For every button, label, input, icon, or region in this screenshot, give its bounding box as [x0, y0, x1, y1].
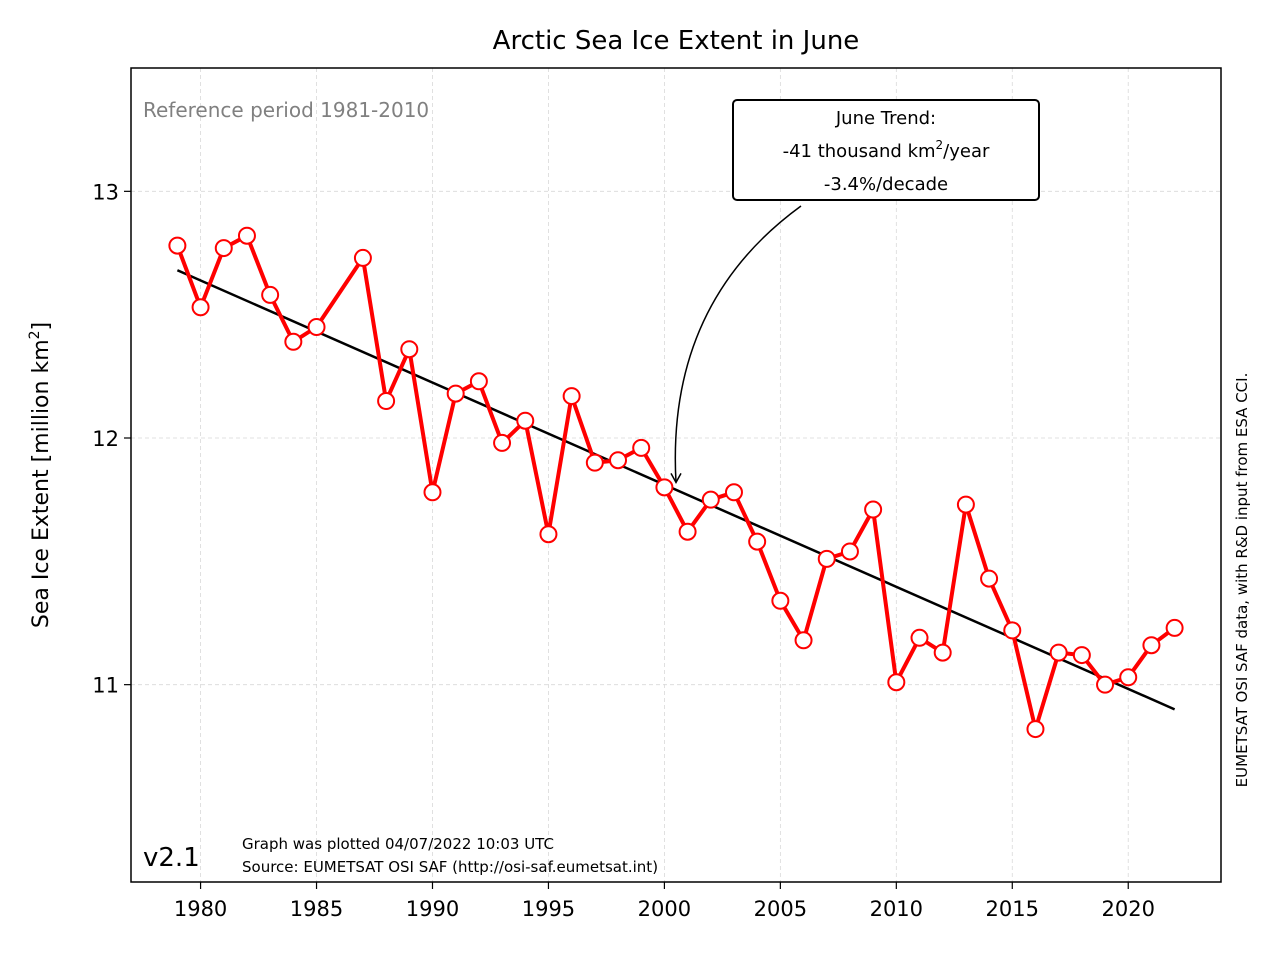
- plotted-date-text: Graph was plotted 04/07/2022 10:03 UTC: [242, 835, 554, 853]
- trend-annotation-box: [732, 99, 1040, 201]
- data-point: [1049, 643, 1068, 662]
- x-tick-label: 1985: [290, 897, 343, 921]
- x-tick-label: 2020: [1102, 897, 1155, 921]
- trend-box-line2-pre: -41 thousand km: [783, 141, 936, 162]
- series-layer: [168, 226, 1184, 739]
- version-label: v2.1: [143, 843, 200, 873]
- data-point: [423, 483, 442, 502]
- data-point: [840, 542, 859, 561]
- data-point: [446, 384, 465, 403]
- reference-period-text: Reference period 1981-2010: [143, 98, 429, 122]
- x-tick-label: 2015: [986, 897, 1039, 921]
- y-tick-label: 11: [92, 674, 119, 698]
- data-point: [632, 438, 651, 457]
- data-point: [284, 332, 303, 351]
- data-point: [237, 226, 256, 245]
- data-point: [1096, 675, 1115, 694]
- x-tick-label: 2005: [754, 897, 807, 921]
- data-point: [1026, 720, 1045, 739]
- data-point: [980, 569, 999, 588]
- data-point: [817, 549, 836, 568]
- data-point: [887, 673, 906, 692]
- data-point: [307, 318, 326, 336]
- data-point: [933, 643, 952, 662]
- data-point: [585, 453, 604, 472]
- x-tick-label: 1980: [174, 897, 227, 921]
- data-point: [748, 532, 767, 551]
- x-tick-label: 1990: [406, 897, 459, 921]
- ticks: 1980 1985 1990 1995 2000 2005 2010 2015 2020 11 12…: [92, 180, 1155, 921]
- data-point: [794, 631, 813, 650]
- data-point: [516, 411, 535, 430]
- trend-annotation-arrow: [674, 205, 802, 483]
- data-point: [1119, 668, 1138, 687]
- y-axis-label-main: Sea Ice Extent [million km: [29, 339, 54, 628]
- data-point: [353, 248, 372, 267]
- data-point: [655, 478, 674, 497]
- data-point: [910, 628, 929, 647]
- data-point: [493, 433, 512, 452]
- data-point: [771, 591, 790, 610]
- y-axis-label: Sea Ice Extent [million km2]: [27, 322, 54, 628]
- data-point: [562, 387, 581, 406]
- data-point: [1003, 621, 1022, 640]
- data-point: [214, 239, 233, 258]
- x-tick-label: 1995: [522, 897, 575, 921]
- x-tick-label: 2010: [870, 897, 923, 921]
- trend-box-line2-post: /year: [943, 141, 990, 162]
- data-point: [724, 483, 743, 502]
- x-tick-label: 2000: [638, 897, 691, 921]
- data-point: [609, 451, 628, 470]
- data-point: [1072, 646, 1091, 665]
- plot-frame: [130, 67, 1222, 883]
- source-text: Source: EUMETSAT OSI SAF (http://osi-saf…: [242, 858, 658, 876]
- data-point: [539, 525, 558, 544]
- data-point: [377, 392, 396, 410]
- y-tick-label: 12: [92, 427, 119, 451]
- data-point: [400, 340, 419, 359]
- data-point: [678, 522, 697, 541]
- trend-annotation-arrowhead: [670, 473, 682, 484]
- y-axis-label-end: ]: [29, 322, 54, 331]
- data-point: [261, 285, 280, 304]
- y-axis-label-sup: 2: [27, 330, 43, 339]
- data-point: [701, 490, 720, 509]
- y-tick-label: 13: [92, 180, 119, 204]
- trend-box-line2: -41 thousand km2/year: [783, 138, 990, 162]
- data-point: [469, 372, 488, 391]
- data-point: [956, 495, 975, 514]
- trend-box-line2-sup: 2: [936, 138, 944, 152]
- data-point: [864, 500, 883, 519]
- data-point: [1165, 618, 1184, 637]
- trend-box-line3: -3.4%/decade: [824, 174, 948, 195]
- grid: [131, 68, 1221, 882]
- credit-text: EUMETSAT OSI SAF data, with R&D input fr…: [1233, 373, 1251, 788]
- data-point: [1142, 636, 1161, 655]
- trend-box-line1: June Trend:: [835, 108, 936, 129]
- data-point: [168, 236, 187, 255]
- chart-title: Arctic Sea Ice Extent in June: [493, 26, 860, 56]
- data-point: [191, 298, 210, 317]
